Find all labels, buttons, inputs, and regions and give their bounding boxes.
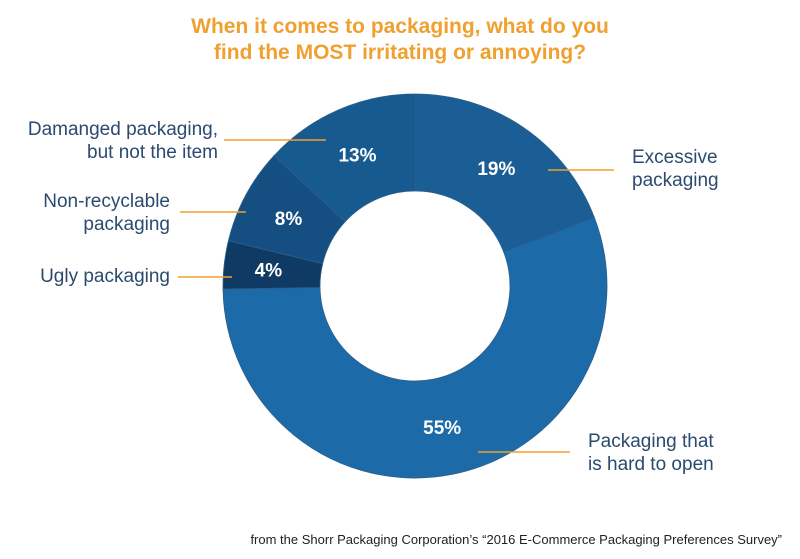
donut-slice-excessive [414, 93, 595, 253]
chart-title-line-2: find the MOST irritating or annoying? [213, 41, 587, 64]
value-label-damaged: 13% [338, 146, 376, 167]
category-label-line: packaging [83, 214, 170, 235]
category-label-line: Ugly packaging [40, 266, 170, 287]
chart-title-line-1: When it comes to packaging, what do you [191, 15, 609, 38]
category-label-excessive: Excessive packaging [632, 146, 719, 192]
value-label-non-recyclable: 8% [275, 209, 303, 230]
category-label-line: Non-recyclable [43, 191, 170, 212]
value-label-excessive: 19% [477, 159, 515, 180]
category-label-ugly: Ugly packaging [40, 265, 170, 288]
category-label-non-recyclable: Non-recyclable packaging [43, 190, 170, 236]
value-label-ugly: 4% [255, 261, 283, 282]
category-label-hard-to-open: Packaging that is hard to open [588, 430, 714, 476]
category-label-line: is hard to open [588, 454, 714, 475]
category-label-line: but not the item [87, 142, 218, 163]
donut-slice-damaged [273, 93, 416, 223]
category-label-line: Packaging that [588, 431, 714, 452]
value-label-hard-to-open: 55% [423, 418, 461, 439]
category-label-line: packaging [632, 170, 719, 191]
category-label-line: Damanged packaging, [27, 119, 218, 140]
donut-slice-hard-to-open [222, 216, 608, 479]
chart-title: When it comes to packaging, what do you … [0, 14, 800, 66]
category-label-damaged: Damanged packaging, but not the item [28, 118, 218, 164]
category-label-line: Excessive [632, 147, 718, 168]
source-footnote: from the Shorr Packaging Corporation’s “… [250, 532, 782, 547]
